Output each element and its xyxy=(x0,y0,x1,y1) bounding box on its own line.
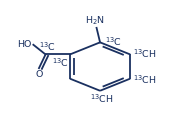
Text: $^{13}$CH: $^{13}$CH xyxy=(90,93,114,105)
Text: $^{13}$CH: $^{13}$CH xyxy=(133,73,156,86)
Text: HO: HO xyxy=(17,40,32,49)
Text: $^{13}$CH: $^{13}$CH xyxy=(133,47,156,60)
Text: $^{13}$C: $^{13}$C xyxy=(105,35,122,48)
Text: $^{13}$C: $^{13}$C xyxy=(52,56,69,69)
Text: $^{13}$C: $^{13}$C xyxy=(39,40,56,53)
Text: H$_2$N: H$_2$N xyxy=(85,15,105,27)
Text: O: O xyxy=(36,70,43,79)
